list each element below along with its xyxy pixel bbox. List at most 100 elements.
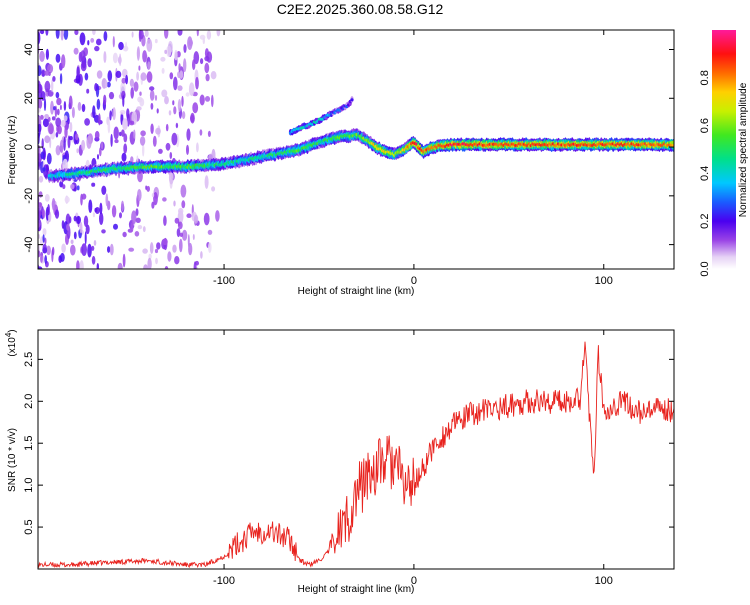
- spectrogram-noise-cell: [130, 222, 134, 233]
- y-tick-label: 1.0: [23, 477, 35, 492]
- chart-title: C2E2.2025.360.08.58.G12: [277, 1, 444, 17]
- spectrogram-noise-cell: [174, 217, 180, 224]
- spectrogram-noise-cell: [204, 55, 210, 62]
- spectrogram-noise-cell: [87, 243, 92, 258]
- spectrogram-noise-cell: [44, 135, 51, 144]
- spectrogram-noise-cell: [39, 50, 45, 63]
- spectrogram-noise-cell: [138, 30, 142, 42]
- spectrogram-noise-cell: [207, 229, 213, 235]
- spectrogram-noise-cell: [177, 30, 183, 36]
- spectrogram-noise-cell: [81, 243, 87, 256]
- spectrogram-noise-cell: [215, 210, 220, 222]
- spectrogram-noise-cell: [53, 106, 56, 111]
- spectrogram-noise-cell: [38, 123, 42, 133]
- spectrogram-noise-cell: [80, 50, 86, 62]
- x-tick-label: 100: [595, 575, 613, 587]
- spectrogram-noise-cell: [181, 229, 188, 241]
- spectrogram-noise-cell: [96, 38, 102, 46]
- spectrogram-noise-cell: [114, 139, 119, 144]
- spectrogram-noise-cell: [172, 244, 177, 253]
- spectrogram-noise-cell: [75, 133, 79, 141]
- spectrogram-noise-cell: [40, 114, 44, 120]
- spectrogram-noise-cell: [137, 189, 142, 202]
- colorbar: 0.0 0.2 0.4 0.6 0.8 Normalized spectral ampl…: [699, 30, 749, 277]
- spectrogram-noise-cell: [177, 99, 182, 112]
- spectrogram-noise-cell: [171, 132, 178, 146]
- spectrogram-noise-cell: [178, 207, 184, 215]
- spectrogram-noise-cell: [112, 52, 118, 64]
- spectrogram-noise-cell: [119, 53, 122, 67]
- spectrogram-noise-cell: [106, 81, 111, 88]
- snr-x-ticks: -100 0 100: [213, 330, 613, 587]
- spectrogram-noise-cell: [203, 212, 210, 226]
- x-tick-label: -100: [213, 275, 235, 287]
- spectrogram-noise-cell: [177, 221, 183, 230]
- spectrogram-noise-cell: [165, 123, 169, 132]
- spectrogram-noise-cell: [162, 197, 167, 202]
- spectrogram-noise-cell: [63, 136, 66, 151]
- spectrogram-noise-cell: [56, 97, 62, 106]
- spectrogram-noise-cell: [91, 245, 95, 251]
- spectrogram-noise-cell: [38, 98, 43, 110]
- y-tick-label: 2.5: [23, 352, 35, 367]
- spectrogram-noise-cell: [169, 72, 174, 80]
- spectrogram-noise-cell: [41, 138, 44, 150]
- colorbar-tick-label: 0.0: [699, 261, 711, 276]
- spectrogram-noise-cell: [99, 212, 104, 225]
- spectrogram-noise-cell: [179, 238, 183, 253]
- y-tick-label: -40: [23, 237, 35, 253]
- spectrogram-noise-cell: [44, 237, 47, 245]
- spectrogram-noise-cell: [42, 228, 47, 236]
- spectrogram-noise-cell: [192, 234, 195, 240]
- spectrogram-noise-cell: [45, 48, 50, 60]
- spectrogram-noise-cell: [38, 250, 41, 258]
- spectrogram-noise-cell: [40, 253, 43, 263]
- colorbar-tick-label: 0.8: [699, 70, 711, 85]
- spectrogram-noise-cell: [168, 40, 173, 53]
- spectrogram-noise-cell: [142, 143, 145, 157]
- spectrogram-noise-cell: [91, 182, 96, 187]
- spectrogram-noise-cell: [142, 226, 146, 233]
- spectrogram-noise-cell: [154, 38, 158, 44]
- spectrogram-noise-cell: [44, 70, 50, 76]
- spectrogram-noise-cell: [121, 90, 126, 100]
- spectrogram-noise-cell: [200, 58, 204, 65]
- spectrogram-noise-cell: [41, 69, 46, 77]
- spectrogram-noise-cell: [117, 262, 123, 269]
- spectrogram-noise-cell: [150, 102, 154, 110]
- spectrogram-noise-cell: [118, 41, 124, 51]
- spectrogram-noise-cell: [179, 70, 184, 79]
- spectrogram-noise-cell: [44, 80, 51, 93]
- spectrogram-noise-cell: [96, 98, 101, 110]
- spectrogram-noise-cell: [55, 117, 62, 128]
- spectrogram-noise-cell: [110, 133, 113, 147]
- spectrogram-noise-cell: [172, 100, 175, 106]
- spectrogram-noise-cell: [153, 192, 158, 206]
- spectrogram-noise-cell: [44, 114, 49, 119]
- spectrogram-noise-cell: [149, 86, 155, 91]
- x-tick-label: -100: [213, 575, 235, 587]
- spectrogram-noise-cell: [50, 100, 54, 115]
- spectrogram-noise-cell: [193, 261, 197, 269]
- spectrogram-branch-cell: [350, 98, 354, 102]
- spectrogram-noise-cell: [109, 110, 112, 121]
- spectrogram-noise-cell: [92, 105, 96, 119]
- spectrogram-noise-cell: [178, 63, 181, 73]
- spectrogram-noise-cell: [164, 30, 169, 39]
- spectrogram-noise-cell: [44, 255, 47, 264]
- spectrogram-noise-cell: [133, 81, 139, 92]
- spectrogram-noise-cell: [175, 122, 179, 129]
- colorbar-ticks: 0.0 0.2 0.4 0.6 0.8: [699, 70, 711, 276]
- spectrogram-noise-cell: [183, 44, 187, 53]
- colorbar-tick-label: 0.4: [699, 166, 711, 181]
- spectrogram-y-ticks: -40 -20 0 20 40: [23, 43, 674, 253]
- spectrogram-noise-cell: [60, 252, 65, 262]
- spectrogram-noise-cell: [204, 48, 209, 59]
- spectrogram-noise-cell: [143, 264, 149, 269]
- spectrogram-noise-cell: [174, 49, 178, 61]
- spectrogram-noise-cell: [147, 61, 151, 70]
- spectrogram-noise-cell: [142, 248, 148, 254]
- spectrogram-noise-cell: [54, 209, 60, 219]
- spectrogram-noise-cell: [101, 229, 106, 234]
